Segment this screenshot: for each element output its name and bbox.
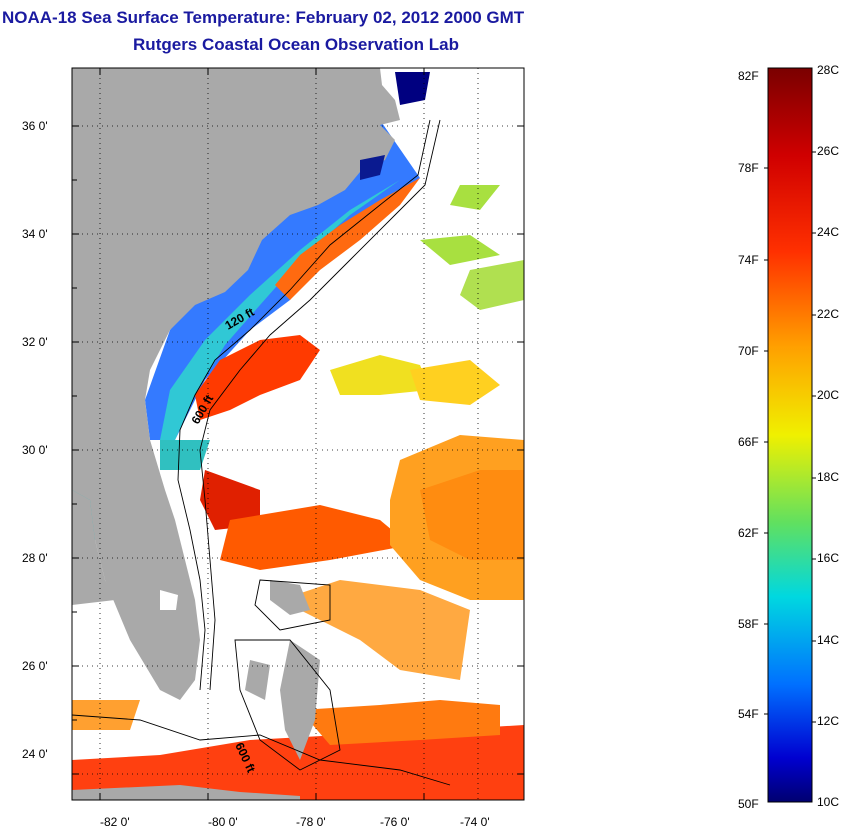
- f-label: 78F: [738, 161, 759, 175]
- c-label: 14C: [817, 633, 839, 647]
- land: [72, 68, 400, 800]
- f-label: 70F: [738, 344, 759, 358]
- lat-label: 28 0': [22, 551, 48, 565]
- latitude-labels: 36 0' 34 0' 32 0' 30 0' 28 0' 26 0' 24 0…: [22, 119, 48, 761]
- lon-label: -78 0': [296, 815, 326, 829]
- colorbar-ticks: [764, 151, 816, 723]
- sst-field: [72, 120, 524, 800]
- lon-label: -80 0': [208, 815, 238, 829]
- map-subtitle: Rutgers Coastal Ocean Observation Lab: [133, 35, 459, 54]
- lon-label: -76 0': [380, 815, 410, 829]
- c-label: 20C: [817, 388, 839, 402]
- c-label: 10C: [817, 795, 839, 809]
- c-label: 16C: [817, 551, 839, 565]
- lon-label: -82 0': [100, 815, 130, 829]
- c-label: 26C: [817, 144, 839, 158]
- c-label: 28C: [817, 63, 839, 77]
- lon-label: -74 0': [460, 815, 490, 829]
- lat-label: 36 0': [22, 119, 48, 133]
- f-label: 54F: [738, 707, 759, 721]
- c-label: 12C: [817, 714, 839, 728]
- colorbar-gradient: [767, 67, 813, 803]
- lat-label: 30 0': [22, 443, 48, 457]
- longitude-labels: -82 0' -80 0' -78 0' -76 0' -74 0': [100, 815, 490, 829]
- map-title: NOAA-18 Sea Surface Temperature: Februar…: [2, 8, 525, 27]
- f-label: 74F: [738, 253, 759, 267]
- c-label: 22C: [817, 307, 839, 321]
- lake-okeechobee: [160, 590, 178, 610]
- f-label: 82F: [738, 69, 759, 83]
- bathymetry-contours: [72, 119, 451, 786]
- f-label: 58F: [738, 617, 759, 631]
- map-ticks: [72, 68, 524, 800]
- map-gridlines: [72, 68, 524, 800]
- lat-label: 26 0': [22, 659, 48, 673]
- f-label: 50F: [738, 797, 759, 811]
- c-label: 24C: [817, 225, 839, 239]
- colorbar-f-labels: 82F 78F 74F 70F 66F 62F 58F 54F 50F: [738, 69, 759, 811]
- c-label: 18C: [817, 470, 839, 484]
- lat-label: 34 0': [22, 227, 48, 241]
- colorbar-c-labels: 28C 26C 24C 22C 20C 18C 16C 14C 12C 10C: [817, 63, 839, 809]
- lat-label: 24 0': [22, 747, 48, 761]
- map-frame: [71, 67, 525, 801]
- f-label: 62F: [738, 526, 759, 540]
- lat-label: 32 0': [22, 335, 48, 349]
- albemarle-sound: [360, 155, 385, 180]
- pamlico-sound: [395, 72, 430, 105]
- f-label: 66F: [738, 435, 759, 449]
